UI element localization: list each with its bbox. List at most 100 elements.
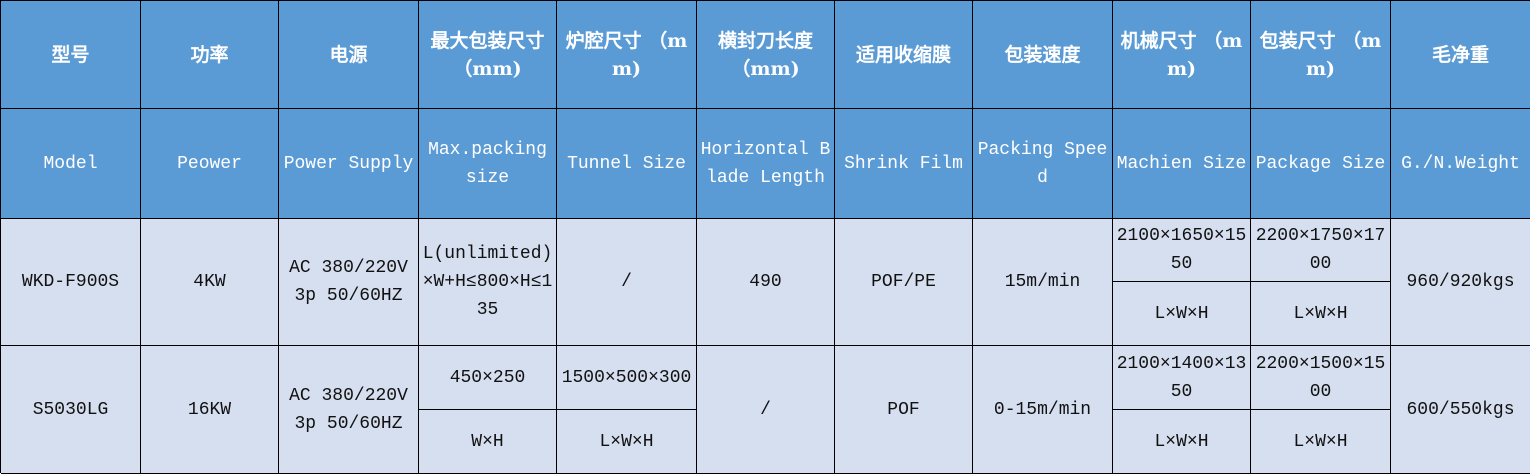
cell-model: S5030LG [1, 346, 141, 474]
cell-max-pack: 450×250 [419, 346, 557, 410]
header-en-speed: Packing Speed [973, 109, 1113, 219]
header-cn-package: 包装尺寸 （mm) [1251, 1, 1391, 109]
header-cn-machine: 机械尺寸 （mm) [1113, 1, 1251, 109]
header-text: Max.packing size [428, 139, 547, 188]
cell-machine: 2100×1650×1550 [1113, 219, 1251, 282]
cell-text: 16KW [187, 399, 232, 420]
header-text: 横封刀长度 （mm) [717, 29, 813, 80]
cell-power: 16KW [141, 346, 279, 474]
header-text: 最大包装尺寸 （mm) [430, 29, 545, 80]
cell-power: 4KW [141, 219, 279, 346]
cell-text: L×W×H [1154, 303, 1209, 324]
header-text: 机械尺寸 （mm) [1120, 29, 1243, 80]
cell-blade: / [697, 346, 835, 474]
header-text: Horizontal Blade Length [700, 139, 831, 188]
cell-text: POF [887, 399, 920, 420]
header-cn-speed: 包装速度 [973, 1, 1113, 109]
header-text: Package Size [1255, 153, 1386, 174]
header-text: Power Supply [283, 153, 414, 174]
header-cn-tunnel: 炉腔尺寸 （mm) [557, 1, 697, 109]
cell-package: 2200×1750×1700 [1251, 219, 1391, 282]
header-en-film: Shrink Film [835, 109, 973, 219]
cell-text: 2100×1400×1350 [1116, 353, 1247, 402]
header-text: 包装速度 [1004, 43, 1081, 66]
header-en-weight: G./N.Weight [1391, 109, 1530, 219]
cell-max-pack: L(unlimited)×W+H≤800×H≤135 [419, 219, 557, 346]
header-cn-weight: 毛净重 [1391, 1, 1530, 109]
cell-supply: AC 380/220V 3p 50/60HZ [279, 219, 419, 346]
header-text: Machien Size [1116, 153, 1247, 174]
header-text: 包装尺寸 （mm) [1259, 29, 1382, 80]
header-en-machine: Machien Size [1113, 109, 1251, 219]
cell-text: L×W×H [1293, 303, 1348, 324]
cell-tunnel-unit: L×W×H [557, 410, 697, 474]
header-en-supply: Power Supply [279, 109, 419, 219]
header-text: Packing Speed [977, 139, 1108, 188]
cell-package-unit: L×W×H [1251, 410, 1391, 474]
header-cn-max-pack: 最大包装尺寸 （mm) [419, 1, 557, 109]
cell-max-pack-unit: W×H [419, 410, 557, 474]
cell-blade: 490 [697, 219, 835, 346]
cell-model: WKD-F900S [1, 219, 141, 346]
cell-text: POF/PE [871, 272, 936, 292]
cell-text: AC 380/220V 3p 50/60HZ [289, 385, 408, 434]
cell-supply: AC 380/220V 3p 50/60HZ [279, 346, 419, 474]
cell-machine-unit: L×W×H [1113, 410, 1251, 474]
header-text: 毛净重 [1431, 43, 1489, 66]
cell-text: 600/550kgs [1406, 399, 1515, 420]
cell-text: L×W×H [599, 431, 654, 452]
cell-text: 2200×1500×1500 [1255, 353, 1386, 402]
cell-text: 960/920kgs [1406, 272, 1515, 292]
cell-text: 1500×500×300 [561, 367, 692, 388]
cell-package: 2200×1500×1500 [1251, 346, 1391, 410]
cell-package-unit: L×W×H [1251, 282, 1391, 346]
header-cn-power: 功率 [141, 1, 279, 109]
header-cn-blade: 横封刀长度 （mm) [697, 1, 835, 109]
header-en-blade: Horizontal Blade Length [697, 109, 835, 219]
cell-text: 4KW [193, 272, 226, 292]
cell-tunnel: / [557, 219, 697, 346]
cell-text: 450×250 [449, 367, 526, 388]
cell-text: S5030LG [32, 399, 109, 420]
header-text: Shrink Film [844, 153, 963, 174]
cell-text: 0-15m/min [993, 399, 1092, 420]
header-text: 电源 [329, 43, 368, 66]
header-en-package: Package Size [1251, 109, 1391, 219]
cell-text: L×W×H [1293, 431, 1348, 452]
cell-text: AC 380/220V 3p 50/60HZ [289, 258, 408, 306]
cell-text: 2200×1750×1700 [1255, 226, 1386, 274]
cell-film: POF [835, 346, 973, 474]
header-en-model: Model [1, 109, 141, 219]
header-text: 炉腔尺寸 （mm) [565, 29, 688, 80]
header-en-tunnel: Tunnel Size [557, 109, 697, 219]
cell-text: L×W×H [1154, 431, 1209, 452]
header-text: 适用收缩膜 [855, 43, 951, 66]
cell-machine: 2100×1400×1350 [1113, 346, 1251, 410]
header-text: Peower [177, 153, 242, 174]
cell-text: 490 [749, 272, 782, 292]
cell-text: 2100×1650×1550 [1116, 226, 1247, 274]
header-text: 功率 [190, 43, 229, 66]
cell-text: W×H [471, 431, 504, 452]
cell-text: 15m/min [1004, 272, 1081, 292]
header-text: G./N.Weight [1401, 153, 1520, 174]
header-cn-supply: 电源 [279, 1, 419, 109]
cell-speed: 0-15m/min [973, 346, 1113, 474]
cell-text: / [621, 272, 632, 292]
header-en-power: Peower [141, 109, 279, 219]
header-en-max-pack: Max.packing size [419, 109, 557, 219]
cell-tunnel: 1500×500×300 [557, 346, 697, 410]
cell-machine-unit: L×W×H [1113, 282, 1251, 346]
header-cn-film: 适用收缩膜 [835, 1, 973, 109]
header-text: Model [43, 153, 98, 174]
cell-text: / [760, 399, 771, 420]
cell-weight: 600/550kgs [1391, 346, 1530, 474]
header-text: 型号 [51, 43, 90, 66]
cell-text: WKD-F900S [21, 272, 120, 292]
cell-text: L(unlimited)×W+H≤800×H≤135 [422, 244, 553, 320]
cell-weight: 960/920kgs [1391, 219, 1530, 346]
header-cn-model: 型号 [1, 1, 141, 109]
cell-film: POF/PE [835, 219, 973, 346]
header-text: Tunnel Size [567, 153, 686, 174]
